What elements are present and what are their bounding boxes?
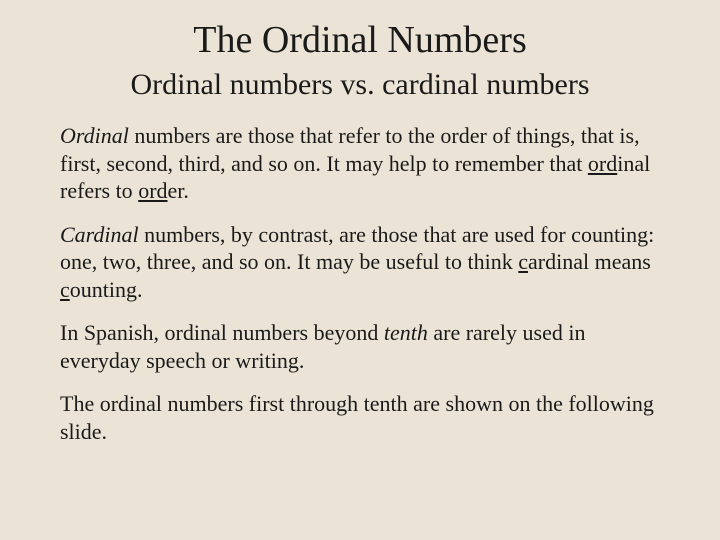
para1-ul2: ord [138, 178, 167, 203]
para2-ul1: c [518, 249, 528, 274]
para2-part3: ounting. [70, 277, 143, 302]
para1-part3: er. [168, 178, 189, 203]
paragraph-1: Ordinal numbers are those that refer to … [60, 122, 660, 205]
paragraph-4: The ordinal numbers first through tenth … [60, 390, 660, 445]
para2-part2: ardinal means [528, 249, 651, 274]
para3-italic1: tenth [384, 320, 428, 345]
para2-lead-italic: Cardinal [60, 222, 139, 247]
para3-part1: In Spanish, ordinal numbers beyond [60, 320, 384, 345]
para1-lead-italic: Ordinal [60, 123, 129, 148]
paragraph-3: In Spanish, ordinal numbers beyond tenth… [60, 319, 660, 374]
slide-subtitle: Ordinal numbers vs. cardinal numbers [60, 68, 660, 102]
para2-ul2: c [60, 277, 70, 302]
paragraph-2: Cardinal numbers, by contrast, are those… [60, 221, 660, 304]
para1-ul1: ord [588, 151, 617, 176]
slide-title: The Ordinal Numbers [60, 18, 660, 62]
para1-part1: numbers are those that refer to the orde… [60, 123, 640, 176]
